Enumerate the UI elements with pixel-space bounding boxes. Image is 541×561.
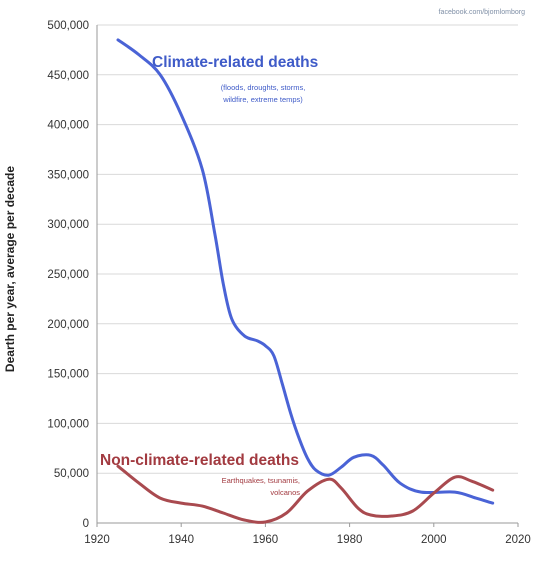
gridlines: [97, 24, 518, 474]
x-tick-label: 2020: [505, 534, 531, 546]
y-tick-label: 100,000: [47, 418, 89, 430]
climate-series-label: Climate-related deaths: [152, 54, 318, 71]
axes: [96, 25, 519, 527]
y-axis-label: Dearth per year, average per decade: [3, 166, 17, 372]
non-climate-related-deaths-line: [116, 464, 495, 524]
y-tick-label: 200,000: [47, 319, 89, 331]
y-tick-label: 400,000: [47, 120, 89, 132]
x-tick-label: 2000: [421, 534, 447, 546]
climate-related-deaths-line: [116, 38, 495, 505]
y-tick-label: 0: [83, 518, 89, 530]
non-climate-series-subtitle-line-2: volcanos: [270, 488, 300, 497]
x-tick-label: 1960: [253, 534, 279, 546]
x-tick-label: 1920: [84, 534, 110, 546]
y-tick-labels: 0 50,000 100,000 150,000 200,000 250,000 300,0…: [47, 20, 89, 530]
y-tick-label: 450,000: [47, 70, 89, 82]
y-tick-label: 250,000: [47, 269, 89, 281]
climate-series-subtitle-line-2: wildfire, extreme temps): [222, 95, 303, 104]
y-tick-label: 150,000: [47, 369, 89, 381]
non-climate-series-label: Non-climate-related deaths: [100, 452, 299, 469]
x-tick-labels: 1920 1940 1960 1980 2000 2020: [84, 534, 531, 546]
y-tick-label: 300,000: [47, 219, 89, 231]
climate-series-subtitle-line-1: (floods, droughts, storms,: [221, 83, 306, 92]
non-climate-series-subtitle-line-1: Earthquakes, tsunamis,: [222, 476, 300, 485]
y-tick-label: 50,000: [54, 468, 89, 480]
series-lines: [116, 38, 495, 524]
x-tick-label: 1980: [337, 534, 363, 546]
y-tick-label: 500,000: [47, 20, 89, 32]
y-tick-label: 350,000: [47, 169, 89, 181]
credit-text: facebook.com/bjornlomborg: [439, 9, 525, 16]
x-tick-label: 1940: [168, 534, 194, 546]
